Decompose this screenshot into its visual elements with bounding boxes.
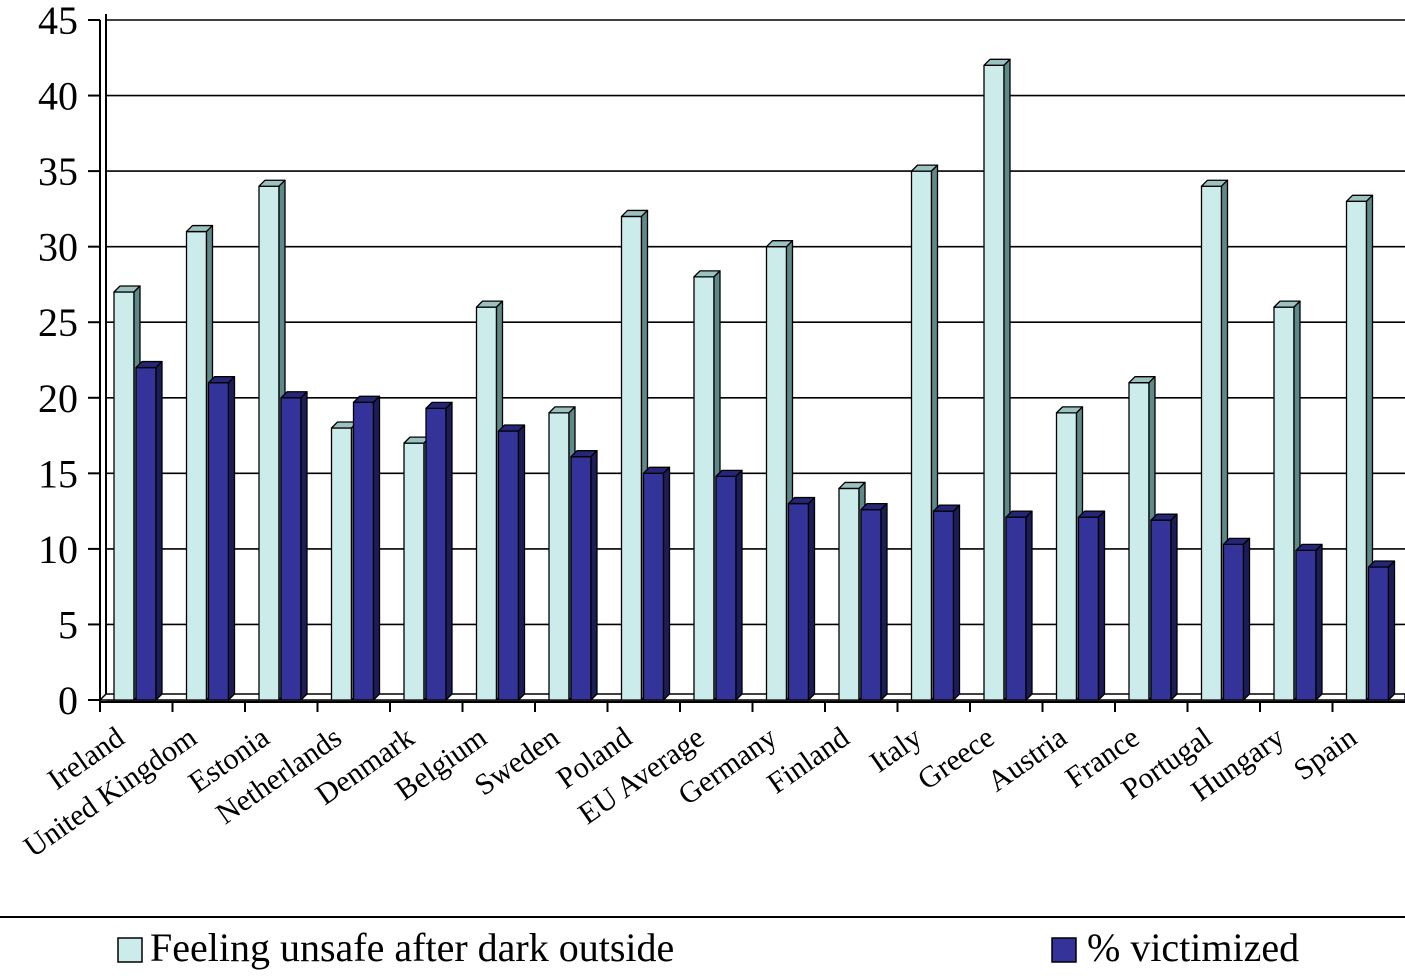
bar-front-face	[280, 397, 302, 701]
bar-side-face	[807, 496, 816, 701]
bar-front-face	[258, 185, 280, 701]
bar-front-face	[185, 230, 208, 701]
bar-front-face	[497, 430, 520, 701]
bar-side-face	[1170, 513, 1178, 701]
bar-side-face	[1315, 543, 1323, 701]
bar-pct-victimized-estonia	[280, 391, 308, 701]
bar-front-face	[1295, 549, 1317, 701]
bar-pct-victimized-ireland	[135, 360, 163, 701]
bar-front-face	[787, 502, 810, 701]
bar-pct-victimized-belgium	[497, 424, 526, 701]
bar-front-face	[1200, 185, 1223, 701]
bar-front-face	[983, 64, 1005, 701]
bar-side-face	[1097, 510, 1106, 701]
y-tick-label: 15	[38, 451, 78, 496]
bar-front-face	[403, 442, 425, 701]
x-tick-label-greece: Greece	[912, 721, 1000, 797]
bar-pct-victimized-greece	[1005, 510, 1033, 701]
y-tick-label: 5	[58, 602, 78, 647]
bar-front-face	[570, 456, 592, 701]
bar-front-face	[1005, 516, 1027, 701]
bar-front-face	[1273, 306, 1295, 701]
y-tick-label: 25	[38, 300, 78, 345]
bar-front-face	[765, 246, 788, 701]
bar-front-face	[932, 510, 955, 701]
bar-side-face	[662, 466, 671, 701]
bar-side-face	[952, 504, 961, 701]
bar-pct-victimized-netherlands	[352, 395, 381, 701]
bar-front-face	[910, 170, 933, 701]
bar-side-face	[735, 469, 743, 701]
y-tick-label: 20	[38, 376, 78, 421]
x-tick-label-finland: Finland	[761, 721, 855, 801]
bar-front-face	[620, 215, 643, 701]
bar-side-face	[1025, 510, 1033, 701]
axes	[88, 14, 1405, 712]
bar-pct-victimized-portugal	[1222, 537, 1251, 701]
x-tick-label-sweden: Sweden	[469, 721, 566, 803]
bar-front-face	[548, 412, 570, 701]
bar-pct-victimized-germany	[787, 496, 816, 701]
bar-front-face	[693, 276, 715, 701]
bar-front-face	[1077, 516, 1100, 701]
bar-front-face	[1128, 382, 1150, 701]
legend-swatch-victimized	[1051, 937, 1077, 963]
bar-feeling-unsafe-after-dark-outside-poland	[620, 209, 649, 701]
bar-side-face	[590, 450, 598, 701]
bar-front-face	[1150, 519, 1172, 701]
legend-label-feeling-unsafe: Feeling unsafe after dark outside	[150, 925, 674, 970]
bar-front-face	[425, 407, 447, 701]
bar-pct-victimized-denmark	[425, 401, 453, 701]
bar-side-face	[300, 391, 308, 701]
bar-pct-victimized-sweden	[570, 450, 598, 701]
bar-front-face	[1367, 566, 1390, 701]
bar-pct-victimized-poland	[642, 466, 671, 701]
bar-pct-victimized-spain	[1367, 560, 1396, 701]
bar-front-face	[715, 475, 737, 701]
bar-side-face	[445, 401, 453, 701]
bar-pct-victimized-hungary	[1295, 543, 1323, 701]
y-tick-label: 30	[38, 225, 78, 270]
bars	[113, 58, 1396, 701]
x-tick-label-austria: Austria	[981, 721, 1072, 799]
bar-side-face	[155, 360, 163, 701]
bar-pct-victimized-united-kingdom	[207, 376, 236, 701]
legend-swatch-feeling-unsafe	[117, 937, 143, 963]
bar-front-face	[642, 472, 665, 701]
bar-side-face	[227, 376, 236, 701]
y-axis-tick-labels: 0 5 10 15 20 25 30 35 40 45	[38, 0, 78, 723]
bar-pct-victimized-finland	[860, 502, 888, 701]
gridlines	[106, 19, 1405, 701]
y-tick-label: 35	[38, 149, 78, 194]
bar-pct-victimized-austria	[1077, 510, 1106, 701]
y-tick-label: 40	[38, 74, 78, 119]
bar-front-face	[352, 401, 375, 701]
legend: Feeling unsafe after dark outside % vict…	[0, 916, 1405, 970]
y-tick-label: 45	[38, 0, 78, 43]
y-tick-label: 10	[38, 527, 78, 572]
bar-side-face	[372, 395, 381, 701]
y-tick-label: 0	[58, 678, 78, 723]
bar-front-face	[1055, 412, 1078, 701]
bar-pct-victimized-france	[1150, 513, 1178, 701]
bar-front-face	[1222, 543, 1245, 701]
bar-front-face	[475, 306, 498, 701]
bar-front-face	[838, 487, 860, 701]
x-tick-label-spain: Spain	[1288, 721, 1363, 787]
bar-front-face	[113, 291, 135, 701]
legend-label-victimized: % victimized	[1087, 925, 1299, 970]
bar-front-face	[135, 366, 157, 701]
bar-side-face	[1387, 560, 1396, 701]
bar-side-face	[517, 424, 526, 701]
bar-side-face	[1242, 537, 1251, 701]
bar-front-face	[860, 508, 882, 701]
bar-front-face	[330, 427, 353, 701]
bar-pct-victimized-eu-average	[715, 469, 743, 701]
bar-front-face	[207, 382, 230, 701]
bar-side-face	[880, 502, 888, 701]
bar-front-face	[1345, 200, 1368, 701]
bar-pct-victimized-italy	[932, 504, 961, 701]
